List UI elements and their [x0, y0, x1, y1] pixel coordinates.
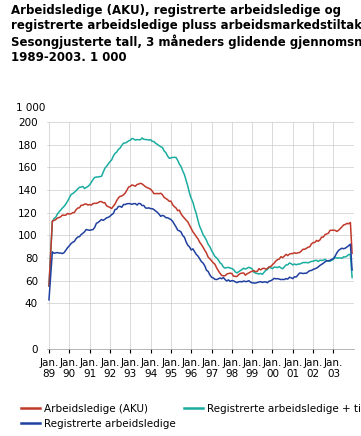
Text: 1 000: 1 000	[16, 103, 45, 113]
Text: Arbeidsledige (AKU), registrerte arbeidsledige og
registrerte arbeidsledige plus: Arbeidsledige (AKU), registrerte arbeids…	[11, 4, 361, 64]
Legend: Arbeidsledige (AKU), Registrerte arbeidsledige, Registrerte arbeidsledige + tilt: Arbeidsledige (AKU), Registrerte arbeids…	[21, 404, 361, 429]
